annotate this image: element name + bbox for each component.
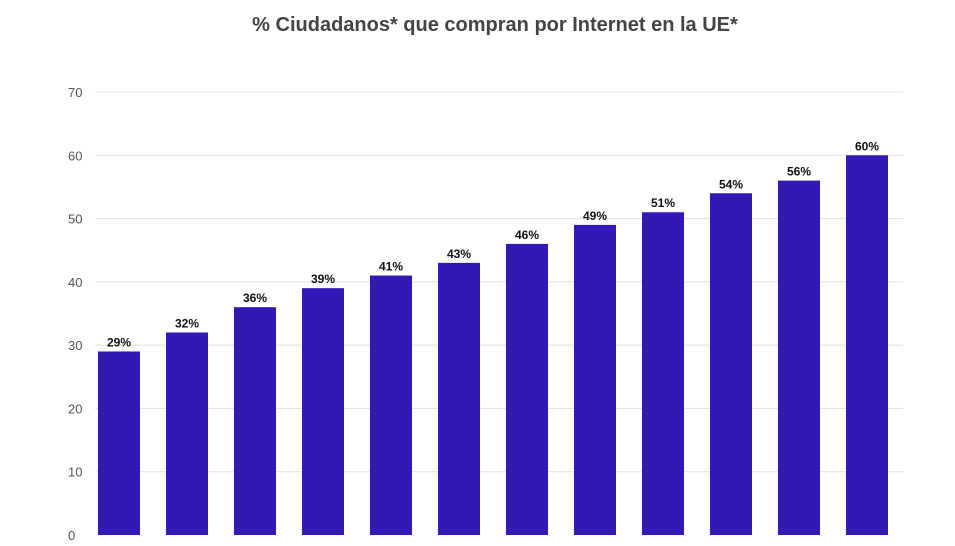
- bar: [642, 212, 684, 535]
- data-label: 54%: [719, 177, 743, 191]
- bar: [574, 224, 616, 535]
- data-label: 49%: [583, 209, 607, 223]
- y-tick-label: 40: [68, 275, 82, 290]
- bar: [98, 351, 140, 535]
- data-label: 56%: [787, 165, 811, 179]
- data-label: 32%: [175, 316, 199, 330]
- y-tick-label: 70: [68, 85, 82, 100]
- y-tick-label: 0: [68, 528, 75, 543]
- data-label: 36%: [243, 291, 267, 305]
- bar: [438, 262, 480, 535]
- data-label: 41%: [379, 260, 403, 274]
- data-label: 46%: [515, 228, 539, 242]
- bar: [370, 275, 412, 535]
- data-label: 60%: [855, 139, 879, 153]
- data-label: 29%: [107, 335, 131, 349]
- bar: [166, 332, 208, 535]
- y-tick-label: 10: [68, 465, 82, 480]
- bar: [710, 193, 752, 535]
- bar: [302, 288, 344, 535]
- y-tick-label: 60: [68, 148, 82, 163]
- y-tick-label: 20: [68, 401, 82, 416]
- y-tick-label: 30: [68, 338, 82, 353]
- bar: [846, 155, 888, 536]
- chart-title: % Ciudadanos* que compran por Internet e…: [252, 14, 738, 36]
- bar: [778, 180, 820, 535]
- data-label: 43%: [447, 247, 471, 261]
- bar: [506, 243, 548, 535]
- data-label: 51%: [651, 196, 675, 210]
- data-label: 39%: [311, 272, 335, 286]
- y-tick-label: 50: [68, 212, 82, 227]
- bar: [234, 307, 276, 535]
